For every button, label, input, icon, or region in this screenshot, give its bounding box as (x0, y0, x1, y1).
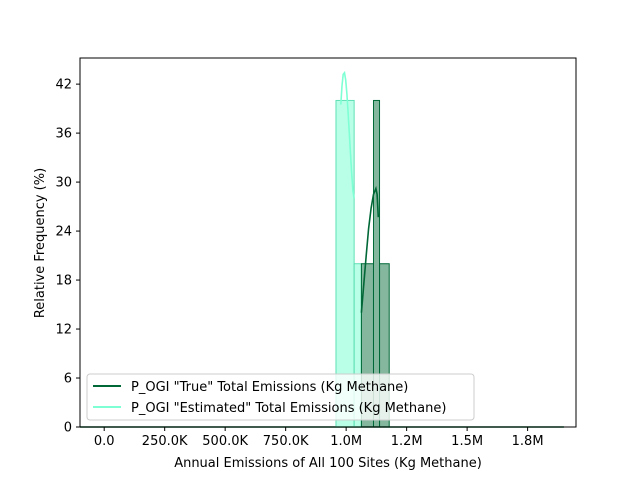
y-axis-label: Relative Frequency (%) (33, 168, 48, 318)
kde-curve (340, 70, 355, 199)
axes: 0.0 250.0K 500.0K 750.0K 1.0M 1.2M 1.5M 1.8M 0 6 1… (55, 57, 577, 449)
x-tick-label: 0.0 (94, 434, 115, 449)
x-axis-label: Annual Emissions of All 100 Sites (Kg Me… (174, 456, 482, 471)
y-tick-label: 18 (55, 274, 72, 289)
legend-box (86, 373, 475, 421)
y-tick-label: 42 (55, 78, 72, 93)
x-tick-label: 250.0K (142, 434, 188, 449)
axes-frame (79, 57, 577, 428)
x-tick-label: 1.5M (451, 434, 483, 449)
kde-curve (360, 185, 380, 313)
y-tick-label: 12 (55, 323, 72, 338)
x-tick-label: 1.0M (330, 434, 362, 449)
y-tick-label: 30 (55, 176, 72, 191)
y-tick-label: 36 (55, 127, 72, 142)
legend-entry: P_OGI "Estimated" Total Emissions (Kg Me… (131, 401, 446, 416)
legend: P_OGI "True" Total Emissions (Kg Methane… (86, 373, 475, 421)
x-tick-label: 750.0K (263, 434, 309, 449)
x-tick-label: 1.2M (391, 434, 423, 449)
y-tick-label: 24 (55, 225, 72, 240)
legend-entry: P_OGI "True" Total Emissions (Kg Methane… (131, 380, 408, 395)
y-tick-label: 6 (64, 372, 72, 387)
x-tick-label: 1.8M (512, 434, 544, 449)
y-tick-label: 0 (64, 421, 72, 436)
x-tick-label: 500.0K (202, 434, 248, 449)
